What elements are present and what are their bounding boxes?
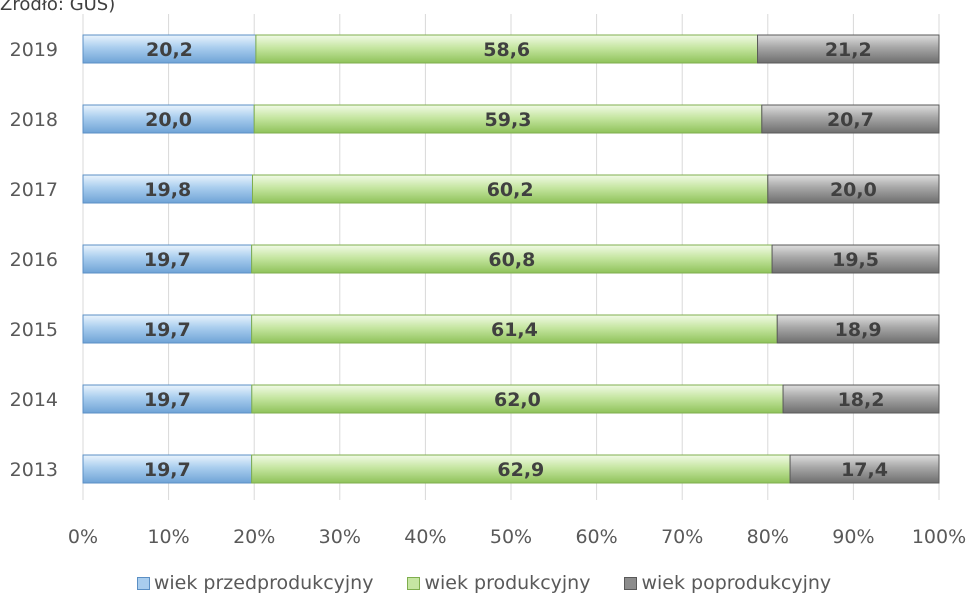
data-label: 20,2 (146, 39, 193, 61)
legend-swatch-produkcyjny (407, 576, 421, 590)
x-tick-label: 20% (233, 526, 275, 548)
legend-swatch-poprodukcyjny (624, 576, 638, 590)
y-tick-label: 2019 (10, 39, 58, 61)
legend-swatch-przedprodukcyjny (136, 576, 150, 590)
data-label: 62,9 (497, 459, 544, 481)
data-label: 20,7 (827, 109, 874, 131)
bar-segment (82, 104, 255, 134)
bar-segment (251, 454, 791, 484)
bar-segment (82, 454, 253, 484)
data-label: 19,8 (144, 179, 191, 201)
data-label: 18,9 (835, 319, 882, 341)
data-label: 19,5 (832, 249, 879, 271)
legend: wiek przedprodukcyjny wiek produkcyjny w… (0, 568, 968, 598)
data-label: 20,0 (830, 179, 877, 201)
y-tick-label: 2018 (10, 109, 58, 131)
y-tick-label: 2016 (10, 249, 58, 271)
x-tick-label: 100% (912, 526, 966, 548)
bar-segment (782, 384, 940, 414)
data-label: 20,0 (145, 109, 192, 131)
data-label: 19,7 (144, 319, 191, 341)
legend-item-przedprodukcyjny: wiek przedprodukcyjny (136, 572, 374, 594)
x-tick-label: 0% (68, 526, 98, 548)
x-tick-label: 90% (832, 526, 874, 548)
bar-segment (82, 384, 253, 414)
bar-segment (251, 174, 769, 204)
legend-label: wiek przedprodukcyjny (153, 572, 374, 594)
data-label: 19,7 (144, 389, 191, 411)
bar-segment (82, 314, 253, 344)
y-tick-label: 2013 (10, 459, 58, 481)
bar-segment (767, 174, 940, 204)
data-label: 21,2 (825, 39, 872, 61)
bar-segment (776, 314, 940, 344)
x-tick-label: 40% (404, 526, 446, 548)
bar-segment (761, 104, 940, 134)
bar-segment (757, 34, 940, 64)
bar-segment (789, 454, 940, 484)
legend-item-produkcyjny: wiek produkcyjny (407, 572, 590, 594)
legend-label: wiek poprodukcyjny (641, 572, 832, 594)
x-tick-label: 10% (147, 526, 189, 548)
bar-segment (251, 244, 773, 274)
bar-segment (255, 34, 759, 64)
bar-segment (771, 244, 940, 274)
y-axis-labels: 2019 2018 2017 2016 2015 2014 2013 (10, 39, 58, 481)
x-tick-label: 80% (747, 526, 789, 548)
data-label: 59,3 (485, 109, 532, 131)
data-label: 62,0 (494, 389, 541, 411)
bar-segment (251, 314, 778, 344)
stacked-bar-chart: 20,2 58,6 21,2 20,0 59,3 20,7 19,8 60,2 20,0 19,7… (10, 14, 966, 548)
data-label: 60,2 (487, 179, 534, 201)
y-tick-label: 2017 (10, 179, 58, 201)
data-label: 18,2 (838, 389, 885, 411)
bar-segment (251, 384, 784, 414)
y-tick-label: 2015 (10, 319, 58, 341)
x-tick-label: 60% (575, 526, 617, 548)
x-tick-label: 30% (319, 526, 361, 548)
x-axis-labels: 0% 10% 20% 30% 40% 50% 60% 70% 80% 90% 100% (68, 526, 966, 548)
legend-item-poprodukcyjny: wiek poprodukcyjny (624, 572, 831, 594)
data-label: 60,8 (488, 249, 535, 271)
data-label: 61,4 (491, 319, 538, 341)
bar-segment (82, 34, 257, 64)
legend-label: wiek produkcyjny (424, 572, 591, 594)
bars: 20,2 58,6 21,2 20,0 59,3 20,7 19,8 60,2 20,0 19,7… (82, 34, 940, 484)
data-label: 19,7 (144, 459, 191, 481)
data-label: 58,6 (483, 39, 530, 61)
data-label: 19,7 (144, 249, 191, 271)
data-label: 17,4 (841, 459, 888, 481)
y-tick-label: 2014 (10, 389, 58, 411)
source-note: Źródło: GUS) (0, 0, 116, 15)
bar-segment (253, 104, 763, 134)
x-tick-label: 70% (661, 526, 703, 548)
x-tick-label: 50% (490, 526, 532, 548)
